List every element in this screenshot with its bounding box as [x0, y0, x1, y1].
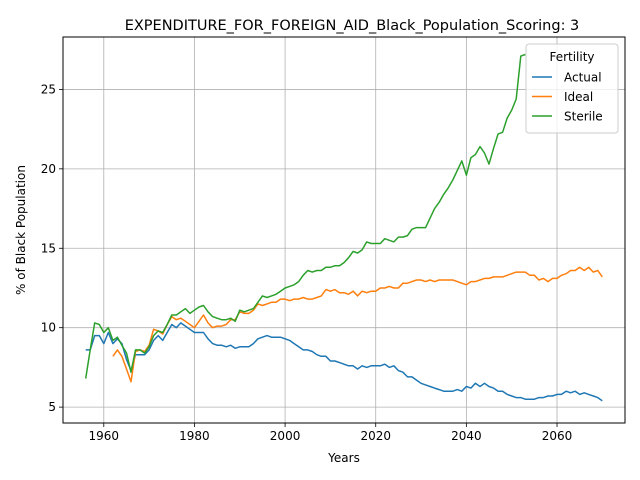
legend-label-sterile: Sterile: [564, 110, 603, 124]
legend: Fertility Actual Ideal Sterile: [525, 43, 619, 134]
y-tick-label: 20: [41, 162, 56, 176]
x-tick-label: 1980: [179, 429, 210, 443]
series-line-sterile: [84, 53, 526, 379]
legend-label-actual: Actual: [564, 71, 602, 85]
legend-label-ideal: Ideal: [564, 90, 593, 104]
series-line-actual: [85, 322, 603, 402]
y-tick-label: 15: [41, 241, 56, 255]
series-line-ideal: [112, 266, 603, 383]
x-tick-label: 2020: [360, 429, 391, 443]
plot-series: [84, 53, 603, 402]
plot-area-frame: [62, 36, 626, 424]
legend-title: Fertility: [549, 50, 594, 64]
x-tick-label: 2060: [542, 429, 573, 443]
x-tick-label: 2000: [270, 429, 301, 443]
y-tick-label: 5: [48, 400, 56, 414]
legend-box: [525, 43, 619, 134]
x-axis-label: Years: [327, 451, 360, 465]
chart-title: EXPENDITURE_FOR_FOREIGN_AID_Black_Popula…: [125, 18, 580, 34]
x-tick-label: 2040: [451, 429, 482, 443]
y-axis-ticks: 5 10 15 20 25: [41, 82, 63, 414]
y-axis-label: % of Black Population: [14, 165, 28, 295]
legend-entries: Actual Ideal Sterile: [532, 71, 603, 124]
x-axis-ticks: 1960 1980 2000 2020 2040 2060: [89, 423, 573, 443]
x-tick-label: 1960: [89, 429, 120, 443]
y-tick-label: 10: [41, 321, 56, 335]
y-tick-label: 25: [41, 82, 56, 96]
